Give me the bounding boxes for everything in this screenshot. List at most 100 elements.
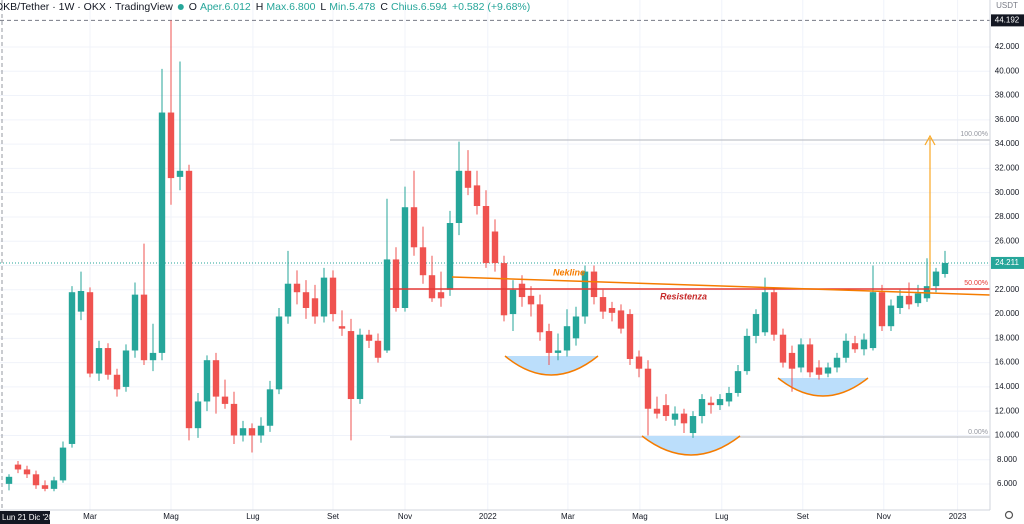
y-tick-label: 22.000 (995, 285, 1020, 294)
candle-body (662, 405, 670, 417)
candles (5, 20, 949, 492)
candle-body (581, 271, 589, 317)
y-tick-label: 6.000 (997, 479, 1018, 488)
candle-body (140, 294, 148, 361)
x-tick-label: Mag (632, 512, 648, 521)
candle-body (68, 292, 76, 444)
ohlc-key: C (380, 1, 388, 13)
y-tick-label: 36.000 (995, 115, 1020, 124)
y-tick-label: 16.000 (995, 358, 1020, 367)
x-tick-label: Set (327, 512, 340, 521)
candle-body (788, 352, 796, 369)
candle-body (446, 223, 454, 290)
candle-body (86, 292, 94, 374)
candle-body (401, 207, 409, 308)
y-tick-label: 34.000 (995, 139, 1020, 148)
candle-body (275, 316, 283, 390)
candle-body (464, 170, 472, 188)
candle-body (635, 356, 643, 369)
x-tick-label: 2022 (479, 512, 497, 521)
candle-body (590, 271, 598, 298)
x-tick-label: 2023 (949, 512, 967, 521)
candle-body (374, 340, 382, 358)
neckline-label: Nekline (553, 267, 585, 277)
candle-body (59, 447, 67, 481)
y-tick-label: 42.000 (995, 42, 1020, 51)
candle-body (716, 399, 724, 406)
candle-body (896, 295, 904, 308)
candle-body (122, 350, 130, 387)
candle-body (5, 476, 13, 484)
date-box (0, 511, 50, 524)
candle-body (491, 231, 499, 264)
candle-body (932, 271, 940, 287)
candle-body (482, 206, 490, 264)
ohlc-key: O (189, 1, 197, 13)
candle-body (194, 401, 202, 429)
y-tick-label: 14.000 (995, 382, 1020, 391)
candle-body (770, 292, 778, 335)
candle-body (212, 360, 220, 397)
candle-body (698, 399, 706, 417)
ohlc-name: Aper. (200, 1, 225, 13)
candle-body (536, 304, 544, 333)
candle-body (851, 343, 859, 350)
candle-body (23, 469, 31, 475)
candle-body (599, 297, 607, 312)
candle-body (50, 480, 58, 489)
currency-label: USDT (996, 1, 1018, 10)
ohlc-value: 6.800 (289, 1, 315, 13)
candle-body (437, 292, 445, 299)
y-tick-label: 26.000 (995, 236, 1020, 245)
candle-body (707, 402, 715, 406)
x-tick-label: Mar (561, 512, 575, 521)
ohlc-name: Min. (329, 1, 349, 13)
last-price-box (991, 256, 1024, 269)
candle-body (833, 357, 841, 368)
max-price-box (991, 14, 1024, 27)
candle-body (779, 334, 787, 363)
candle-body (410, 207, 418, 248)
ohlc-value: 6.594 (421, 1, 447, 13)
candle-body (158, 112, 166, 353)
candle-body (167, 112, 175, 179)
candle-body (266, 389, 274, 426)
y-tick-label: 40.000 (995, 66, 1020, 75)
candle-body (230, 403, 238, 436)
y-tick-label: 10.000 (995, 431, 1020, 440)
candle-body (653, 408, 661, 414)
candle-body (545, 331, 553, 353)
candle-body (743, 335, 751, 372)
settings-icon[interactable] (1004, 510, 1014, 520)
candle-body (329, 277, 337, 315)
x-tick-label: Nov (398, 512, 412, 521)
x-tick-label: Mar (83, 512, 97, 521)
candle-body (41, 485, 49, 489)
candle-body (473, 185, 481, 207)
candle-body (554, 350, 562, 353)
candle-body (572, 316, 580, 339)
cup-curve (504, 355, 599, 376)
y-tick-label: 30.000 (995, 188, 1020, 197)
candle-body (257, 425, 265, 436)
candle-body (869, 292, 877, 349)
candle-body (176, 170, 184, 177)
candle-body (527, 295, 535, 305)
candle-body (797, 344, 805, 368)
candle-body (518, 283, 526, 298)
candle-body (428, 275, 436, 299)
fib-label: 50.00% (964, 280, 988, 287)
status-dot (177, 4, 184, 10)
resistance-label: Resistenza (660, 291, 707, 301)
candle-body (14, 464, 22, 470)
ohlc-value: 6.012 (225, 1, 251, 13)
ohlc-change: +0.582 (+9.68%) (452, 1, 530, 13)
candle-body (824, 367, 832, 374)
candle-body (221, 396, 229, 404)
candle-body (887, 305, 895, 327)
candle-body (311, 298, 319, 317)
x-tick-label: Lug (715, 512, 728, 521)
x-tick-label: Mag (163, 512, 179, 521)
candle-body (392, 259, 400, 308)
